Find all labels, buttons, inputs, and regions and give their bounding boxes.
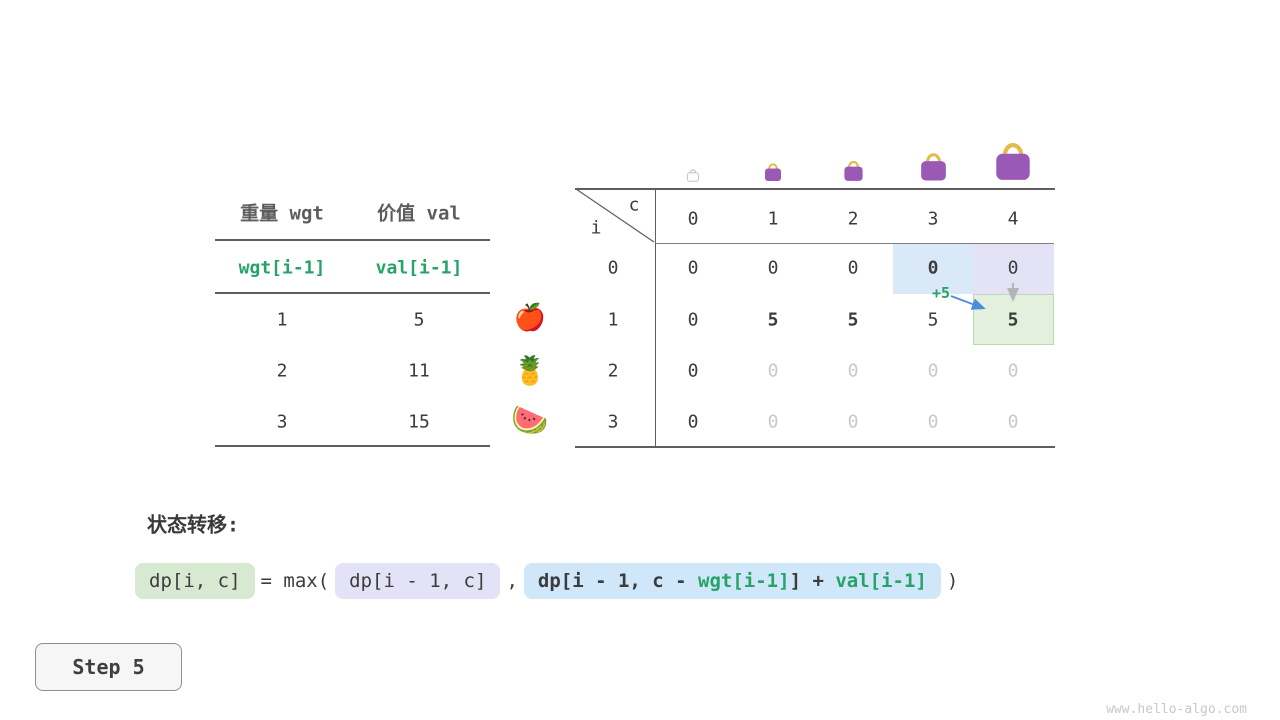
weight-col-header: 重量 wgt <box>240 202 324 225</box>
dp-cell-1-2: 5 <box>847 309 859 331</box>
dp-cell-0-4: 0 <box>1007 257 1019 279</box>
value-cell: 11 <box>408 360 430 382</box>
dp-col-header-1: 1 <box>767 208 779 230</box>
dp-col-header-4: 4 <box>1007 208 1019 230</box>
dp-cell-1-0: 0 <box>687 309 699 331</box>
dp-cell-3-1: 0 <box>767 411 779 433</box>
dp-cell-0-3: 0 <box>927 257 939 279</box>
divider <box>215 445 490 447</box>
step-indicator: Step 5 <box>35 643 182 691</box>
bag-icon-capacity-3 <box>921 153 946 181</box>
dp-cell-3-0: 0 <box>687 411 699 433</box>
watermelon-icon: 🍉 <box>511 403 549 438</box>
highlight-target-cell <box>973 294 1054 345</box>
dp-col-header-3: 3 <box>927 208 939 230</box>
state-transition-heading: 状态转移: <box>147 512 240 537</box>
dp-row-header-1: 1 <box>607 309 619 331</box>
apple-icon: 🍎 <box>513 303 547 333</box>
formula-lhs-box: dp[i, c] <box>135 563 255 599</box>
highlight-source-cell-left <box>893 244 973 294</box>
dp-cell-3-3: 0 <box>927 411 939 433</box>
bag-icon-capacity-0 <box>687 169 699 182</box>
dp-cell-2-1: 0 <box>767 360 779 382</box>
formula-equals-max: = max( <box>260 570 330 592</box>
divider <box>215 239 490 241</box>
formula-comma: , <box>506 570 518 592</box>
value-cell: 5 <box>413 309 425 331</box>
weight-cell: 3 <box>276 411 288 433</box>
watermark: www.hello-algo.com <box>1106 702 1247 717</box>
dp-cell-3-4: 0 <box>1007 411 1019 433</box>
dp-cell-0-0: 0 <box>687 257 699 279</box>
corner-diagonal-line <box>575 188 655 243</box>
bag-icon-capacity-2 <box>844 160 863 181</box>
corner-label-i: i <box>590 217 602 239</box>
option2-mid: ] + <box>789 570 836 592</box>
bag-icon-capacity-1 <box>765 163 781 181</box>
option2-wgt-term: wgt[i-1] <box>698 570 790 592</box>
dp-table-bottom-border <box>575 446 1055 448</box>
formula-option2-box: dp[i - 1, c - wgt[i-1]] + val[i-1] <box>523 563 941 599</box>
dp-cell-0-1: 0 <box>767 257 779 279</box>
dp-table-top-border <box>575 188 1055 190</box>
divider <box>215 292 490 294</box>
dp-cell-0-2: 0 <box>847 257 859 279</box>
dp-cell-2-4: 0 <box>1007 360 1019 382</box>
pineapple-icon: 🍍 <box>512 354 548 387</box>
dp-row-header-3: 3 <box>607 411 619 433</box>
dp-table-header-underline <box>655 243 1054 244</box>
dp-cell-2-3: 0 <box>927 360 939 382</box>
dp-cell-1-4: 5 <box>1007 309 1019 331</box>
plus-value-annotation: +5 <box>931 284 951 302</box>
dp-cell-1-1: 5 <box>767 309 779 331</box>
dp-row-header-0: 0 <box>607 257 619 279</box>
val-formula-cell: val[i-1] <box>375 257 463 279</box>
bag-icon-capacity-4 <box>996 143 1030 180</box>
dp-col-header-0: 0 <box>687 208 699 230</box>
formula-close-paren: ) <box>946 570 959 592</box>
state-transition-formula: dp[i, c] = max( dp[i - 1, c] , dp[i - 1,… <box>135 563 964 599</box>
option2-prefix: dp[i - 1, c - <box>537 570 699 592</box>
dp-table-vertical-divider <box>655 188 657 446</box>
dp-row-header-2: 2 <box>607 360 619 382</box>
value-cell: 15 <box>408 411 430 433</box>
dp-cell-2-2: 0 <box>847 360 859 382</box>
dp-col-header-2: 2 <box>847 208 859 230</box>
weight-cell: 1 <box>276 309 288 331</box>
dp-cell-1-3: 5 <box>927 309 939 331</box>
value-col-header: 价值 val <box>377 202 461 225</box>
option2-val-term: val[i-1] <box>835 570 927 592</box>
corner-label-c: c <box>628 194 640 216</box>
dp-cell-3-2: 0 <box>847 411 859 433</box>
wgt-formula-cell: wgt[i-1] <box>238 257 326 279</box>
dp-cell-2-0: 0 <box>687 360 699 382</box>
weight-cell: 2 <box>276 360 288 382</box>
formula-option1-box: dp[i - 1, c] <box>335 563 501 599</box>
